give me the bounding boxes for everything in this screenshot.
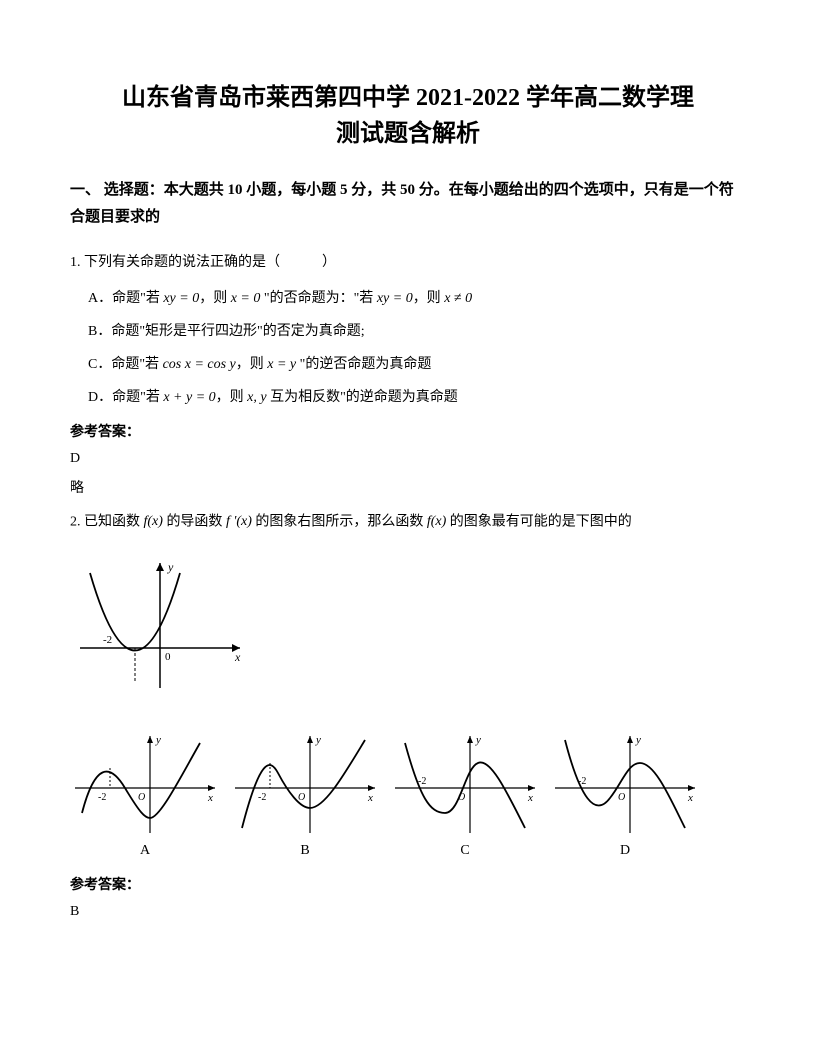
section-1-header: 一、 选择题：本大题共 10 小题，每小题 5 分，共 50 分。在每小题给出的…: [70, 177, 746, 231]
svg-text:O: O: [618, 792, 625, 803]
q1-a-text-3: "的否命题为："若: [260, 291, 376, 306]
q1-a-text-2: ，则: [199, 291, 231, 306]
derivative-graph: -2 0 x y: [70, 553, 746, 698]
q1-option-b: B．命题"矩形是平行四边形"的否定为真命题;: [70, 318, 746, 346]
origin-label: 0: [165, 651, 171, 663]
graph-label-c: C: [460, 843, 469, 859]
svg-text:-2: -2: [578, 776, 586, 787]
q1-option-c: C．命题"若 cos x = cos y，则 x = y "的逆否命题为真命题: [70, 351, 746, 379]
svg-text:x: x: [367, 792, 373, 804]
q1-a-text-4: ，则: [413, 291, 445, 306]
svg-text:O: O: [138, 792, 145, 803]
q1-answer-label: 参考答案：: [70, 421, 746, 441]
question-1-stem: 1. 下列有关命题的说法正确的是（ ）: [70, 249, 746, 277]
svg-text:x: x: [527, 792, 533, 804]
graph-b-svg: -2 O x y: [230, 728, 380, 838]
math-fx: f(x): [144, 507, 163, 538]
q1-extra: 略: [70, 477, 746, 497]
title-line-1: 山东省青岛市莱西第四中学 2021-2022 学年高二数学理: [70, 80, 746, 116]
math-expr: x = y: [267, 351, 296, 379]
question-2-stem: 2. 已知函数 f(x) 的导函数 f '(x) 的图象右图所示，那么函数 f(…: [70, 507, 746, 538]
q1-c-text-1: C．命题"若: [88, 357, 163, 372]
document-title: 山东省青岛市莱西第四中学 2021-2022 学年高二数学理 测试题含解析: [70, 80, 746, 152]
svg-text:y: y: [155, 734, 161, 746]
svg-text:O: O: [458, 792, 465, 803]
q1-d-text-3: 互为相反数"的逆命题为真命题: [267, 391, 458, 406]
q1-option-d: D．命题"若 x + y = 0，则 x, y 互为相反数"的逆命题为真命题: [70, 384, 746, 412]
math-expr: x = 0: [231, 285, 261, 313]
q1-answer: D: [70, 451, 746, 467]
graph-option-a: -2 O x y A: [70, 728, 220, 859]
math-expr: x, y: [247, 384, 266, 412]
svg-text:O: O: [298, 792, 305, 803]
q2-answer-label: 参考答案：: [70, 874, 746, 894]
q1-a-text-1: A．命题"若: [88, 291, 163, 306]
q2-answer: B: [70, 904, 746, 920]
q2-text-1: 2. 已知函数: [70, 514, 144, 529]
graph-options-row: -2 O x y A -2 O x y B -2: [70, 728, 746, 859]
graph-option-b: -2 O x y B: [230, 728, 380, 859]
q2-text-3: 的图象右图所示，那么函数: [252, 514, 427, 529]
svg-text:y: y: [475, 734, 481, 746]
graph-a-svg: -2 O x y: [70, 728, 220, 838]
graph-label-b: B: [300, 843, 309, 859]
math-fx: f(x): [427, 507, 446, 538]
math-expr: cos x = cos y: [163, 351, 236, 379]
q1-d-text-1: D．命题"若: [88, 391, 163, 406]
tick-neg2: -2: [103, 634, 112, 646]
svg-text:y: y: [315, 734, 321, 746]
title-line-2: 测试题含解析: [70, 116, 746, 152]
q1-c-text-3: "的逆否命题为真命题: [296, 357, 431, 372]
graph-label-a: A: [140, 843, 150, 859]
y-axis-label: y: [167, 560, 174, 574]
graph-option-c: -2 O x y C: [390, 728, 540, 859]
math-expr: xy = 0: [163, 285, 199, 313]
svg-text:-2: -2: [98, 792, 106, 803]
math-fprime: f '(x): [226, 507, 252, 538]
q1-c-text-2: ，则: [236, 357, 268, 372]
graph-option-d: -2 O x y D: [550, 728, 700, 859]
q2-text-2: 的导函数: [163, 514, 226, 529]
graph-d-svg: -2 O x y: [550, 728, 700, 838]
q2-text-4: 的图象最有可能的是下图中的: [446, 514, 632, 529]
svg-text:x: x: [687, 792, 693, 804]
x-axis-label: x: [234, 650, 241, 664]
math-expr: x + y = 0: [163, 384, 215, 412]
svg-text:-2: -2: [418, 776, 426, 787]
svg-text:-2: -2: [258, 792, 266, 803]
q1-option-a: A．命题"若 xy = 0，则 x = 0 "的否命题为："若 xy = 0，则…: [70, 285, 746, 313]
svg-text:x: x: [207, 792, 213, 804]
parabola-graph-svg: -2 0 x y: [70, 553, 250, 693]
svg-text:y: y: [635, 734, 641, 746]
graph-label-d: D: [620, 843, 630, 859]
math-expr: xy = 0: [377, 285, 413, 313]
q1-d-text-2: ，则: [216, 391, 248, 406]
graph-c-svg: -2 O x y: [390, 728, 540, 838]
math-expr: x ≠ 0: [444, 285, 472, 313]
